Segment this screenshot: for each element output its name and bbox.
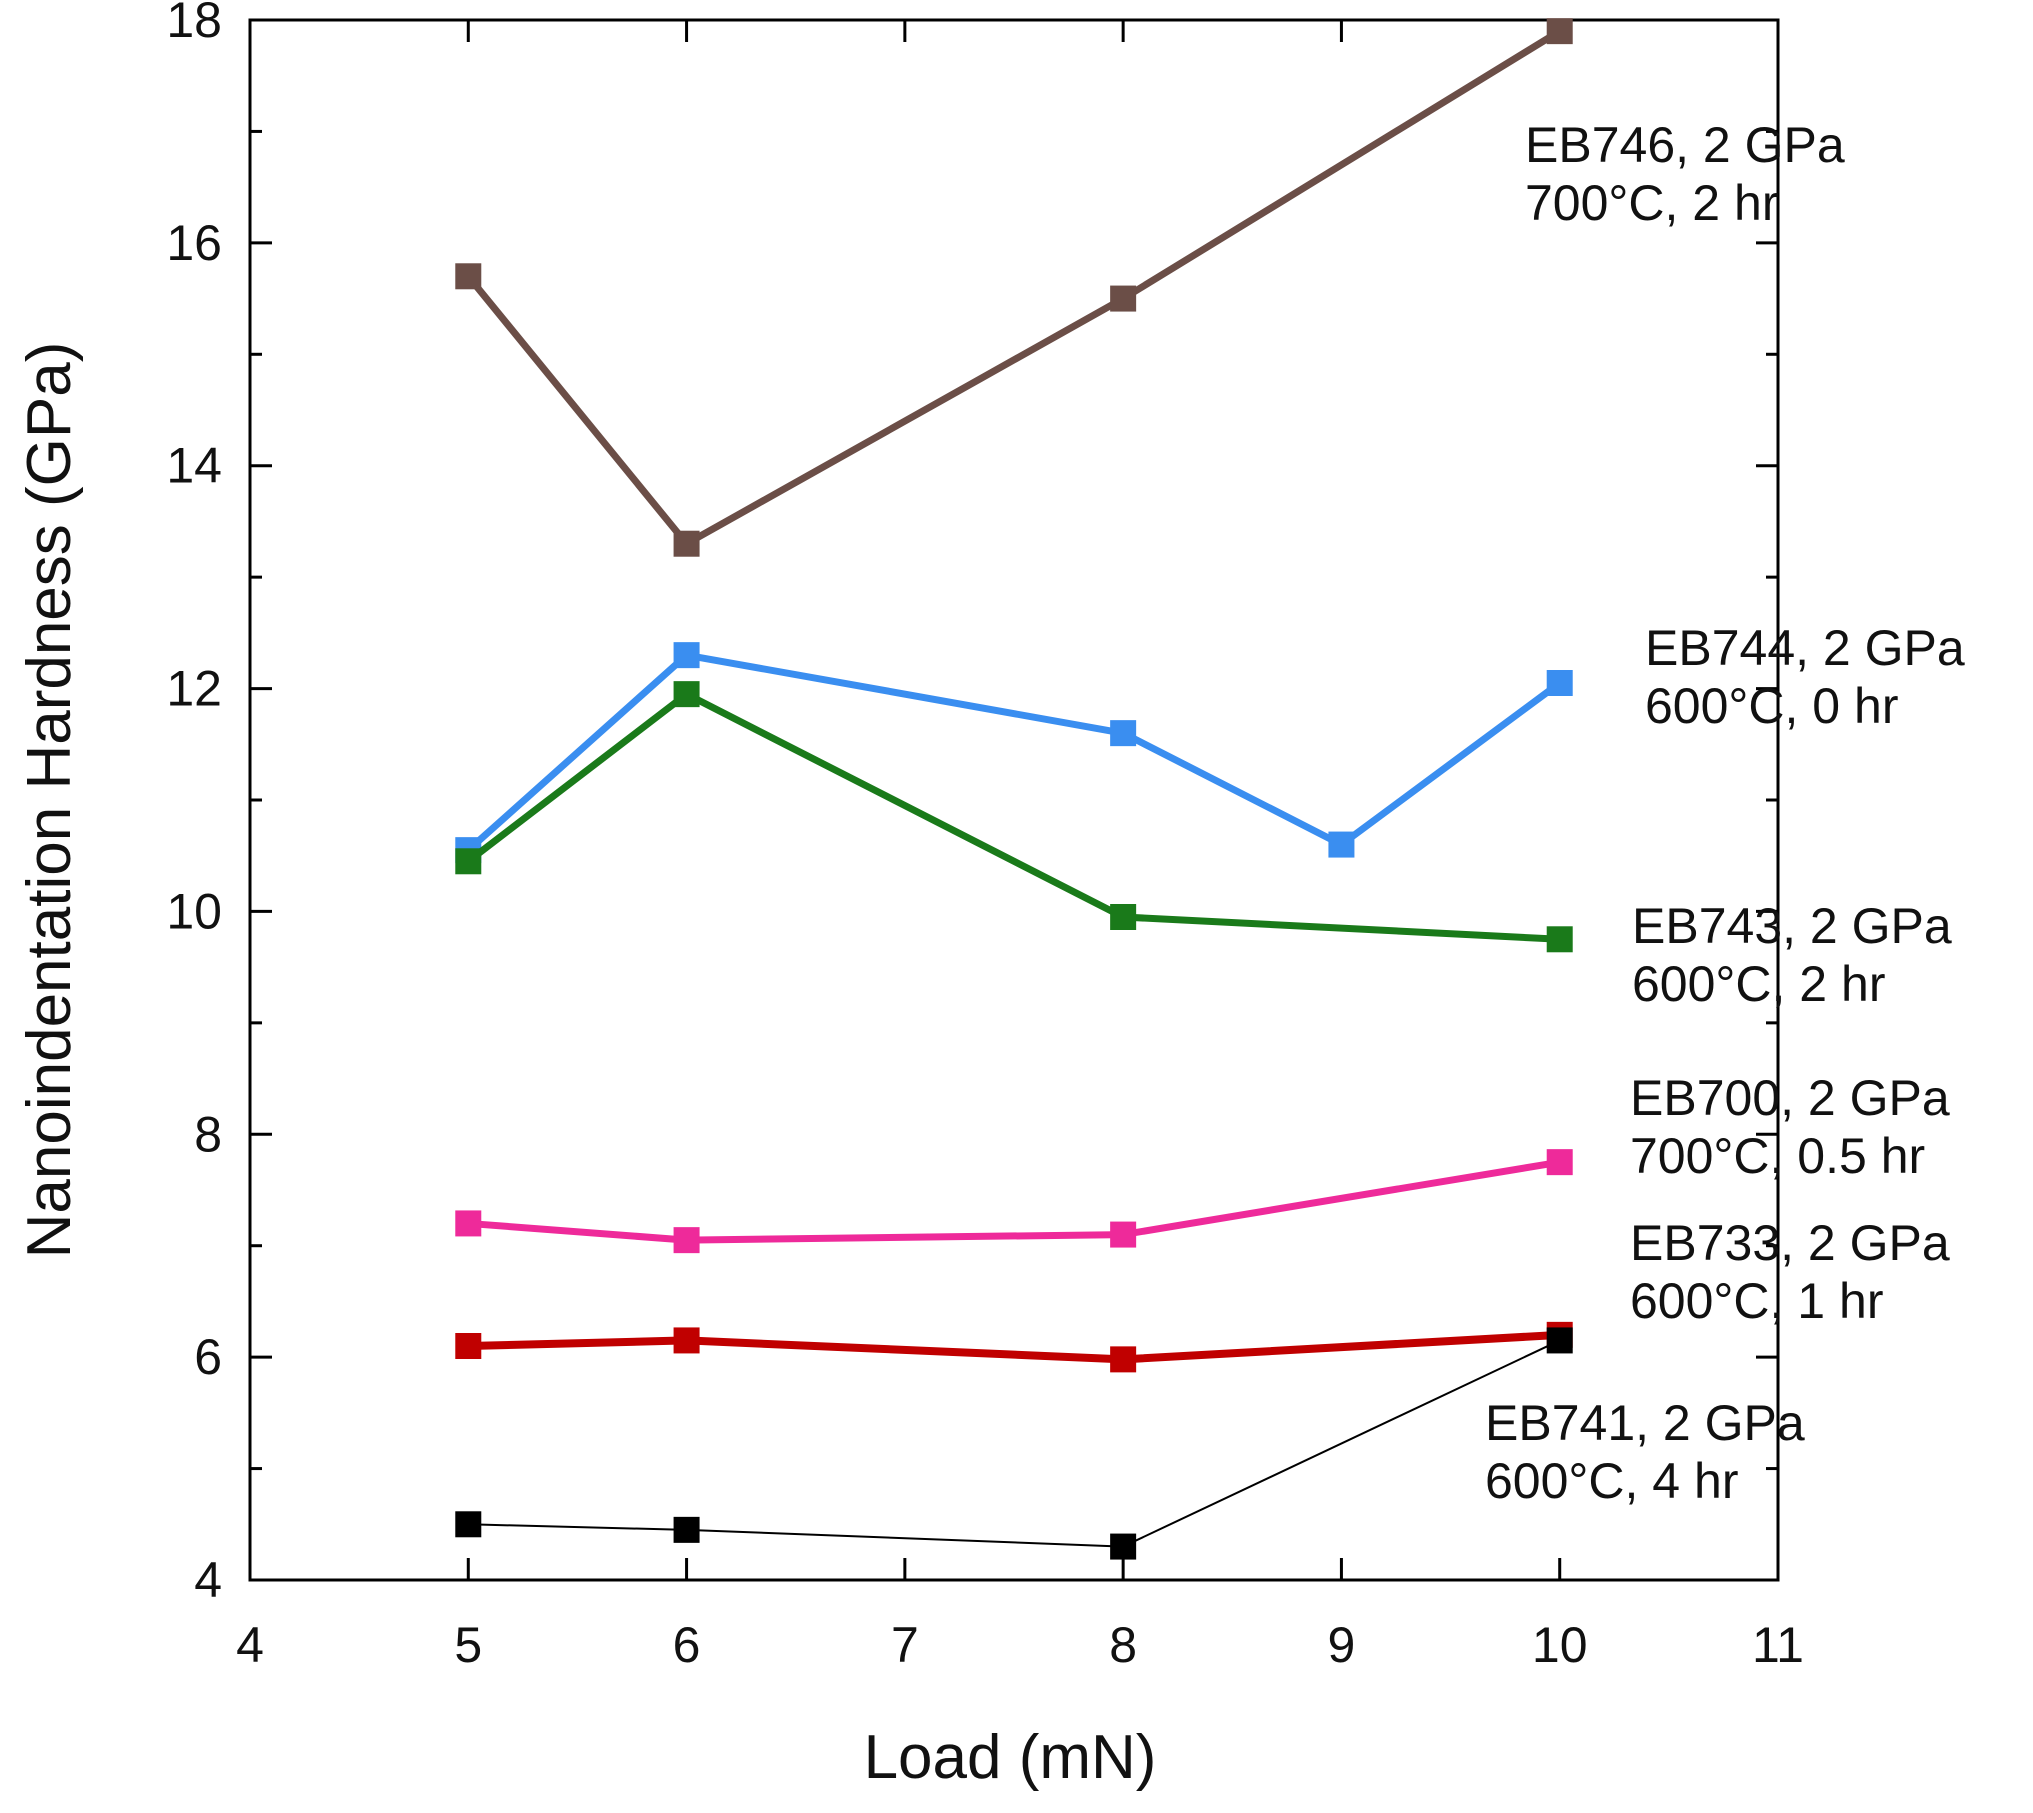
annotation-eb733: 600°C, 1 hr (1630, 1273, 1883, 1329)
data-point (673, 530, 700, 557)
series-eb743 (455, 681, 1573, 953)
x-tick-label: 8 (1109, 1617, 1137, 1673)
data-point (1110, 1533, 1137, 1560)
axis-ticks (248, 18, 1780, 1582)
y-tick-label: 8 (194, 1106, 222, 1162)
y-tick-label: 10 (166, 883, 222, 939)
tick-labels: 4 5 6 7 8 9 10 11 4 6 8 10 12 14 16 18 (166, 0, 1804, 1673)
series-eb700 (455, 1149, 1573, 1254)
series-line (468, 1330, 1560, 1364)
data-point (1110, 1346, 1137, 1373)
annotation-eb743: 600°C, 2 hr (1632, 956, 1885, 1012)
data-point (673, 642, 700, 669)
y-tick-label: 14 (166, 438, 222, 494)
annotation-eb746: 700°C, 2 hr (1525, 175, 1778, 231)
data-point (1546, 1149, 1573, 1176)
annotation-eb744: 600°C, 0 hr (1645, 678, 1898, 734)
data-point (455, 263, 482, 290)
annotation-eb741: EB741, 2 GPa (1485, 1395, 1805, 1451)
x-tick-label: 10 (1532, 1617, 1588, 1673)
y-tick-label: 4 (194, 1552, 222, 1608)
annotation-eb746: EB746, 2 GPa (1525, 117, 1845, 173)
x-tick-label: 6 (673, 1617, 701, 1673)
series-layer (455, 18, 1573, 1560)
x-tick-label: 11 (1752, 1617, 1804, 1673)
data-point (673, 1227, 700, 1254)
data-point (1110, 720, 1137, 747)
annotation-eb733: EB733, 2 GPa (1630, 1215, 1950, 1271)
series-line (465, 28, 1562, 548)
data-point (455, 1210, 482, 1237)
x-tick-label: 9 (1328, 1617, 1356, 1673)
series-eb733 (455, 1321, 1573, 1373)
data-point (673, 681, 700, 708)
y-tick-label: 16 (166, 215, 222, 271)
data-point (1110, 285, 1137, 312)
x-tick-label: 7 (891, 1617, 919, 1673)
annotation-eb741: 600°C, 4 hr (1485, 1453, 1738, 1509)
series-line (466, 690, 1560, 943)
data-point (1110, 1221, 1137, 1248)
series-eb744 (455, 642, 1573, 864)
x-axis-title: Load (mN) (864, 1723, 1157, 1792)
series-eb746 (455, 18, 1573, 557)
data-point (1546, 1327, 1573, 1354)
x-tick-label: 5 (454, 1617, 482, 1673)
data-point (1110, 904, 1137, 930)
data-point (1328, 831, 1355, 858)
data-point (673, 1516, 700, 1543)
annotation-eb700: EB700, 2 GPa (1630, 1070, 1950, 1126)
annotation-eb744: EB744, 2 GPa (1645, 620, 1965, 676)
series-line (468, 1158, 1561, 1244)
y-tick-label: 18 (166, 0, 222, 48)
series-line (465, 651, 1562, 853)
data-point (455, 1511, 482, 1538)
series-eb741 (455, 1327, 1573, 1560)
x-tick-label: 4 (236, 1617, 264, 1673)
annotation-eb743: EB743, 2 GPa (1632, 898, 1952, 954)
y-axis-title: Nanoindentation Hardness (GPa) (15, 342, 84, 1259)
series-line (468, 1339, 1561, 1548)
annotation-eb700: 700°C, 0.5 hr (1630, 1128, 1925, 1184)
data-point (1546, 670, 1573, 696)
y-tick-label: 6 (194, 1329, 222, 1385)
data-point (673, 1327, 700, 1354)
data-point (1546, 926, 1573, 953)
data-point (455, 848, 482, 875)
y-tick-label: 12 (166, 661, 222, 717)
data-point (455, 1333, 482, 1359)
data-point (1546, 18, 1573, 45)
